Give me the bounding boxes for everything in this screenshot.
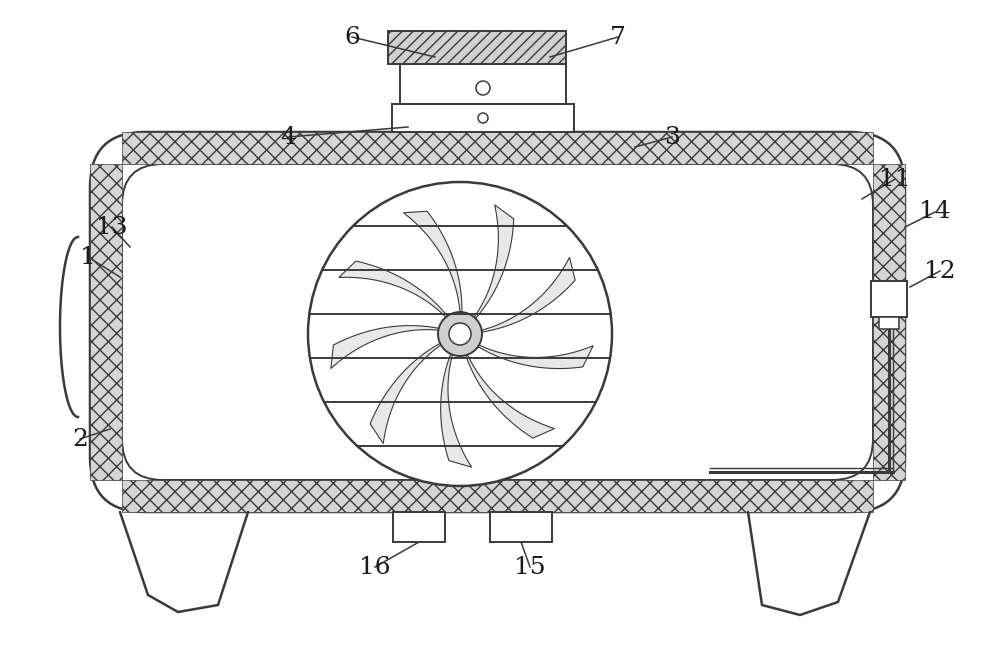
Circle shape <box>449 323 471 345</box>
Polygon shape <box>403 211 462 312</box>
Bar <box>122 132 873 164</box>
Text: 4: 4 <box>280 125 296 149</box>
Text: 12: 12 <box>924 259 956 283</box>
Bar <box>871 281 907 317</box>
Text: 13: 13 <box>96 215 128 239</box>
Bar <box>393 512 445 542</box>
Circle shape <box>478 113 488 123</box>
Polygon shape <box>370 344 441 444</box>
Polygon shape <box>478 345 593 369</box>
Circle shape <box>438 312 482 356</box>
Circle shape <box>476 81 490 95</box>
Polygon shape <box>466 355 555 438</box>
Bar <box>873 164 905 480</box>
FancyBboxPatch shape <box>122 164 873 480</box>
Text: 16: 16 <box>359 556 391 578</box>
Bar <box>392 104 574 132</box>
Bar <box>400 64 566 104</box>
Text: 2: 2 <box>72 428 88 450</box>
Bar <box>388 31 566 64</box>
Polygon shape <box>482 257 575 332</box>
Text: 7: 7 <box>610 25 626 49</box>
Bar <box>879 317 899 329</box>
Bar <box>490 512 552 542</box>
Polygon shape <box>339 261 447 317</box>
Polygon shape <box>441 354 472 468</box>
Text: 3: 3 <box>664 125 680 149</box>
Polygon shape <box>331 325 439 369</box>
Bar <box>122 480 873 512</box>
Text: 1: 1 <box>80 245 96 269</box>
Text: 14: 14 <box>919 201 951 223</box>
Circle shape <box>308 182 612 486</box>
Text: 11: 11 <box>879 167 911 191</box>
Text: 6: 6 <box>344 25 360 49</box>
FancyBboxPatch shape <box>90 132 905 512</box>
Text: 15: 15 <box>514 556 546 578</box>
Bar <box>90 164 122 480</box>
Polygon shape <box>474 205 514 318</box>
